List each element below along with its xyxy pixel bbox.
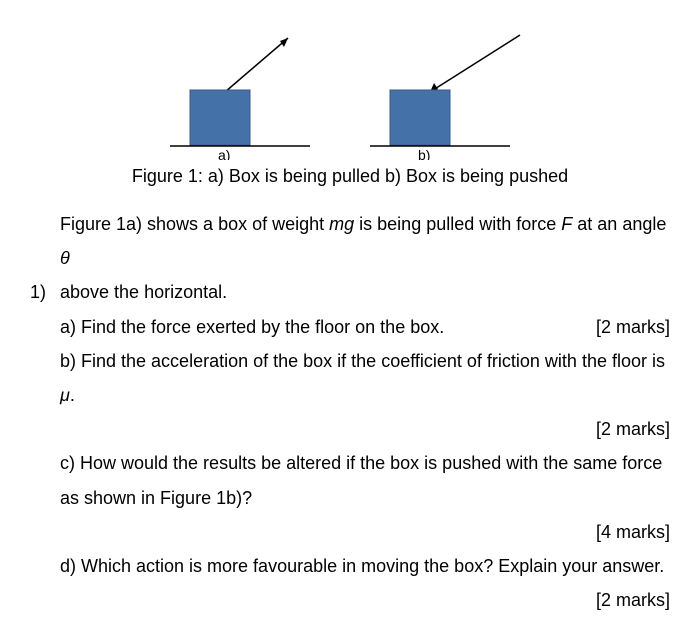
figure-caption: Figure 1: a) Box is being pulled b) Box …	[30, 166, 670, 187]
question-number	[30, 207, 60, 241]
part-b-pre: b) Find the acceleration of the box if t…	[60, 351, 665, 371]
part-a: a) Find the force exerted by the floor o…	[60, 310, 670, 344]
part-b-marks-row: [2 marks]	[60, 412, 670, 446]
intro-line2: above the horizontal.	[60, 275, 670, 309]
intro-mid: is being pulled with force	[354, 214, 561, 234]
question-row: Figure 1a) shows a box of weight mg is b…	[30, 207, 670, 617]
numbered-row: 1) above the horizontal.	[30, 275, 670, 309]
part-b-marks: [2 marks]	[596, 412, 670, 446]
box-pulled-svg: a)	[170, 30, 310, 160]
part-d-marks-row: [2 marks]	[60, 583, 670, 617]
num-cell: 1)	[30, 275, 60, 309]
intro-pre: Figure 1a) shows a box of weight	[60, 214, 329, 234]
label-b-text: b)	[418, 147, 430, 160]
intro-line: Figure 1a) shows a box of weight mg is b…	[60, 207, 670, 275]
part-b-spacer	[60, 412, 596, 446]
part-c-spacer	[60, 515, 596, 549]
figure-area: a) b)	[30, 30, 670, 160]
intro-post: at an angle	[572, 214, 666, 234]
part-d-text: d) Which action is more favourable in mo…	[60, 549, 670, 583]
box-b	[390, 90, 450, 145]
diagram-b: b)	[370, 30, 530, 160]
intro-mg: mg	[329, 214, 354, 234]
part-d-spacer	[60, 583, 596, 617]
part-b-period: .	[70, 385, 75, 405]
question-content: Figure 1a) shows a box of weight mg is b…	[60, 207, 670, 617]
part-c-marks: [4 marks]	[596, 515, 670, 549]
part-a-marks: [2 marks]	[596, 310, 670, 344]
arrowhead-a	[280, 38, 288, 47]
force-arrow-a	[225, 38, 288, 92]
part-c-marks-row: [4 marks]	[60, 515, 670, 549]
label-a-text: a)	[218, 147, 230, 160]
diagram-a: a)	[170, 30, 310, 160]
blank-spacer	[30, 214, 35, 234]
force-arrow-b	[430, 35, 520, 92]
intro-F: F	[561, 214, 572, 234]
question-body: Figure 1a) shows a box of weight mg is b…	[30, 207, 670, 617]
intro-theta: θ	[60, 248, 70, 268]
part-a-text: a) Find the force exerted by the floor o…	[60, 310, 596, 344]
part-d-marks: [2 marks]	[596, 583, 670, 617]
box-pushed-svg: b)	[370, 30, 530, 160]
part-b-mu: μ	[60, 385, 70, 405]
part-c-text: c) How would the results be altered if t…	[60, 446, 670, 514]
box-a	[190, 90, 250, 145]
part-b: b) Find the acceleration of the box if t…	[60, 344, 670, 412]
